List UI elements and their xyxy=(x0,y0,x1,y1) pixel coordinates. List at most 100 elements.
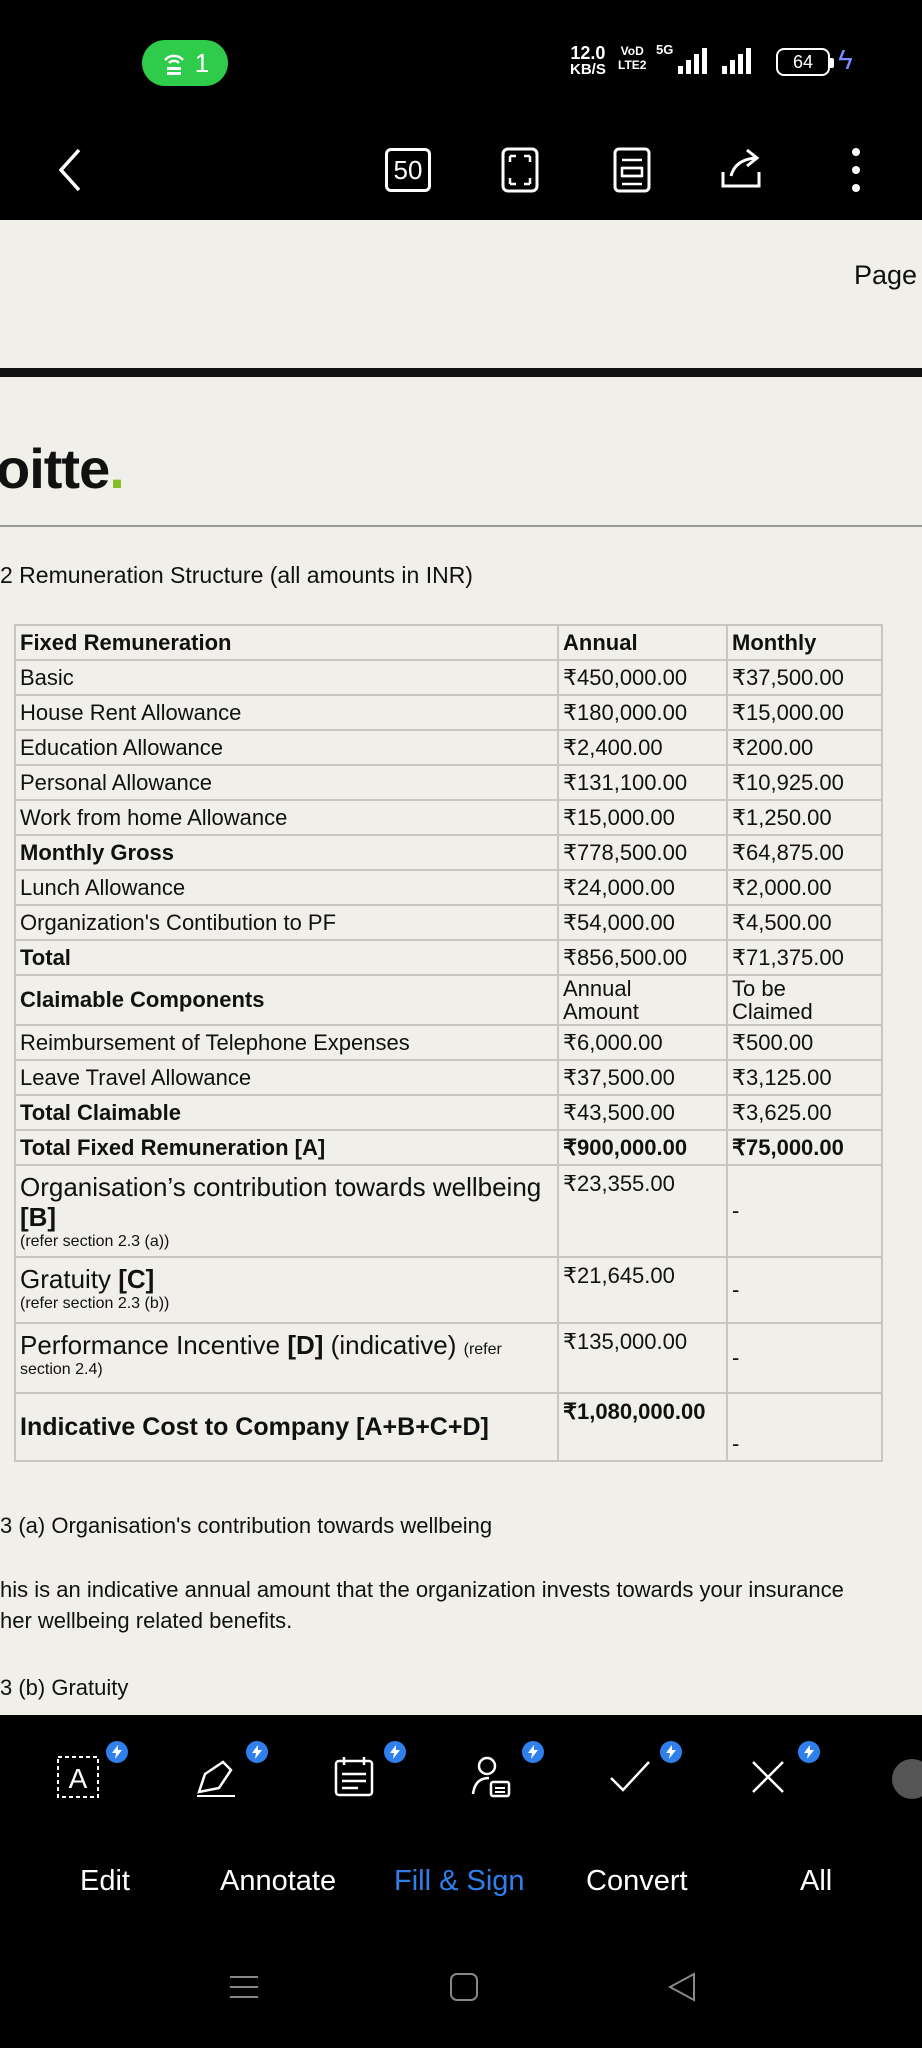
remuneration-table-body: Fixed Remuneration Annual Monthly Basic ₹… xyxy=(14,624,883,1462)
premium-badge-icon xyxy=(660,1741,682,1763)
home-button[interactable] xyxy=(446,1969,482,2010)
share-button[interactable] xyxy=(712,140,772,200)
annual-value: ₹23,355.00 xyxy=(557,1164,728,1258)
form-icon xyxy=(334,1757,374,1797)
hotspot-indicator[interactable]: 1 xyxy=(142,40,228,86)
back-button[interactable] xyxy=(40,140,100,200)
monthly-value: ₹1,250.00 xyxy=(726,799,883,836)
system-nav-bar xyxy=(0,1945,922,2048)
total-claimable-row: Total Claimable ₹43,500.00 ₹3,625.00 xyxy=(14,1094,883,1131)
recent-apps-button[interactable] xyxy=(226,1969,262,2010)
monthly-value: ₹200.00 xyxy=(726,729,883,766)
top-toolbar: 50 xyxy=(0,120,922,220)
table-row: Monthly Gross ₹778,500.00 ₹64,875.00 xyxy=(14,834,883,871)
row-label: Organisation’s contribution towards well… xyxy=(14,1164,559,1258)
monthly-value: ₹75,000.00 xyxy=(726,1129,883,1166)
monthly-value: - xyxy=(726,1322,883,1394)
header-rule xyxy=(0,525,922,527)
row-label: Leave Travel Allowance xyxy=(14,1059,559,1096)
wellbeing-label: Organisation’s contribution towards well… xyxy=(20,1172,553,1232)
fill-form-tool[interactable] xyxy=(324,1747,384,1807)
row-label: Gratuity [C] (refer section 2.3 (b)) xyxy=(14,1256,559,1324)
annual-value: ₹37,500.00 xyxy=(557,1059,728,1096)
checkmark-icon xyxy=(610,1761,650,1792)
tab-all[interactable]: All xyxy=(800,1865,833,1897)
incentive-row: Performance Incentive [D] (indicative) (… xyxy=(14,1322,883,1394)
table-row: Leave Travel Allowance ₹37,500.00 ₹3,125.0… xyxy=(14,1059,883,1096)
annual-value: ₹180,000.00 xyxy=(557,694,728,731)
annual-value: ₹24,000.00 xyxy=(557,869,728,906)
wellbeing-row: Organisation’s contribution towards well… xyxy=(14,1164,883,1258)
claimable-header-row: Claimable Components Annual Amount To be Cla… xyxy=(14,974,883,1026)
fullscreen-icon xyxy=(501,147,539,193)
tab-fill-sign[interactable]: Fill & Sign xyxy=(394,1865,525,1897)
premium-badge-icon xyxy=(798,1741,820,1763)
monthly-value: ₹10,925.00 xyxy=(726,764,883,801)
table-row: Reimbursement of Telephone Expenses ₹6,00… xyxy=(14,1024,883,1061)
section-heading: 2 Remuneration Structure (all amounts in… xyxy=(0,562,473,588)
signature-icon xyxy=(471,1756,511,1798)
table-row: Personal Allowance ₹131,100.00 ₹10,925.00 xyxy=(14,764,883,801)
label-text: Organisation’s contribution towards well… xyxy=(20,1172,542,1202)
table-row: Organization's Contibution to PF ₹54,000.… xyxy=(14,904,883,941)
document-view[interactable]: Page oitte. 2 Remuneration Structure (al… xyxy=(0,220,922,1715)
row-label: Organization's Contibution to PF xyxy=(14,904,559,941)
table-header-cell: Annual xyxy=(557,624,728,661)
tab-annotate[interactable]: Annotate xyxy=(220,1865,337,1897)
table-header-row: Fixed Remuneration Annual Monthly xyxy=(14,624,883,661)
logo-text: oitte xyxy=(0,437,110,500)
pen-icon xyxy=(197,1760,235,1797)
back-icon xyxy=(58,148,81,192)
monthly-value: - xyxy=(726,1256,883,1324)
row-label: Indicative Cost to Company [A+B+C+D] xyxy=(14,1392,559,1462)
annual-value: ₹856,500.00 xyxy=(557,939,728,976)
row-label: Basic xyxy=(14,659,559,696)
label-tag: [B] xyxy=(20,1202,57,1232)
fullscreen-button[interactable] xyxy=(490,140,550,200)
label-text: Gratuity xyxy=(20,1264,119,1294)
premium-badge-icon xyxy=(384,1741,406,1763)
more-options-button[interactable] xyxy=(826,140,886,200)
edit-text-tool[interactable]: A xyxy=(48,1747,108,1807)
monthly-value: ₹3,625.00 xyxy=(726,1094,883,1131)
cross-tool[interactable] xyxy=(738,1747,798,1807)
row-label: Total Claimable xyxy=(14,1094,559,1131)
nav-back-button[interactable] xyxy=(664,1969,700,2010)
section-reference: (refer section 2.3 (a)) xyxy=(20,1233,170,1250)
share-icon xyxy=(721,148,761,188)
table-row: Basic ₹450,000.00 ₹37,500.00 xyxy=(14,659,883,696)
tab-convert[interactable]: Convert xyxy=(586,1865,688,1897)
claimable-monthly-header: To be Claimed xyxy=(726,974,883,1026)
battery-level: 64 xyxy=(792,51,814,72)
logo-dot: . xyxy=(109,437,125,500)
annotate-tool[interactable] xyxy=(186,1747,246,1807)
annual-value: ₹2,400.00 xyxy=(557,729,728,766)
scroll-handle[interactable] xyxy=(892,1759,922,1799)
page-count-button[interactable]: 50 xyxy=(378,140,438,200)
table-row: Lunch Allowance ₹24,000.00 ₹2,000.00 xyxy=(14,869,883,906)
charging-icon: ϟ xyxy=(838,44,853,75)
checkmark-tool[interactable] xyxy=(600,1747,660,1807)
annual-value: ₹15,000.00 xyxy=(557,799,728,836)
incentive-label: Performance Incentive [D] (indicative) (… xyxy=(20,1330,553,1360)
ctc-row: Indicative Cost to Company [A+B+C+D] ₹1,0… xyxy=(14,1392,883,1462)
header-line: To be xyxy=(732,976,786,1001)
signature-tool[interactable] xyxy=(462,1747,522,1807)
row-label: Personal Allowance xyxy=(14,764,559,801)
reading-mode-button[interactable] xyxy=(602,140,662,200)
network-type: 5G xyxy=(656,42,674,57)
annual-value: ₹778,500.00 xyxy=(557,834,728,871)
remuneration-table: Fixed Remuneration Annual Monthly Basic ₹… xyxy=(14,624,883,1462)
row-label: Work from home Allowance xyxy=(14,799,559,836)
menu-icon xyxy=(230,1976,258,1998)
row-label: Education Allowance xyxy=(14,729,559,766)
table-header-cell: Monthly xyxy=(726,624,883,661)
claimable-annual-header: Annual Amount xyxy=(557,974,728,1026)
table-row: House Rent Allowance ₹180,000.00 ₹15,000.0… xyxy=(14,694,883,731)
tab-edit[interactable]: Edit xyxy=(80,1865,130,1897)
home-icon xyxy=(450,1973,478,2001)
monthly-value: ₹500.00 xyxy=(726,1024,883,1061)
annual-value: ₹6,000.00 xyxy=(557,1024,728,1061)
table-row: Total ₹856,500.00 ₹71,375.00 xyxy=(14,939,883,976)
header-line: Amount xyxy=(563,999,639,1024)
